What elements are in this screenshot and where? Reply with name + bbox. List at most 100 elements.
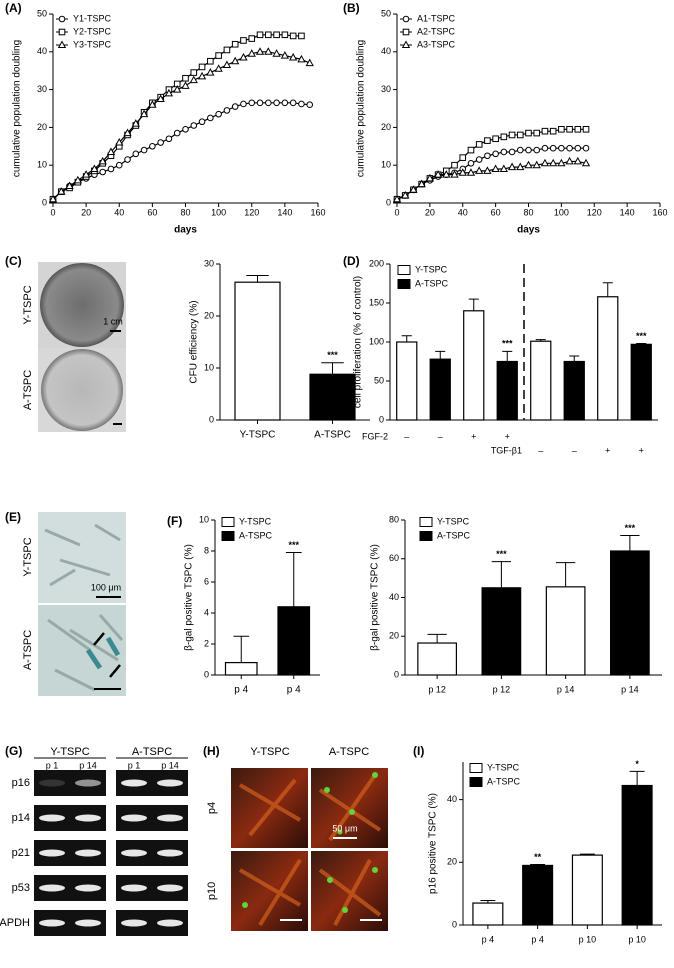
legend-label: Y-TSPC bbox=[487, 762, 520, 772]
row-label: A-TSPC bbox=[22, 370, 34, 410]
bar bbox=[496, 360, 518, 421]
marker bbox=[500, 133, 508, 141]
error-bar bbox=[629, 770, 645, 786]
marker bbox=[540, 158, 550, 167]
band bbox=[39, 884, 65, 892]
bar bbox=[630, 343, 652, 421]
marker bbox=[574, 144, 582, 152]
bar bbox=[224, 661, 258, 676]
x-tick-label: p 10 bbox=[628, 934, 646, 944]
treatment-sign: – bbox=[438, 431, 443, 441]
marker bbox=[139, 109, 149, 118]
x-tick-label: p 10 bbox=[579, 934, 597, 944]
error-bar bbox=[569, 355, 580, 362]
y-axis-label: cell proliferation (% of control) bbox=[353, 276, 364, 408]
marker bbox=[533, 129, 541, 137]
x-tick-label: 80 bbox=[180, 207, 190, 217]
panel-label: (H) bbox=[203, 744, 220, 758]
marker bbox=[189, 75, 198, 84]
marker bbox=[541, 144, 549, 152]
y-tick-label: 10 bbox=[204, 362, 214, 372]
marker bbox=[215, 110, 222, 118]
marker bbox=[131, 119, 140, 127]
bar bbox=[609, 550, 650, 676]
y-tick-label: 20 bbox=[389, 631, 399, 641]
bar bbox=[530, 340, 552, 421]
y-tick-label: 20 bbox=[204, 310, 214, 320]
significance: ** bbox=[534, 852, 542, 862]
marker bbox=[549, 158, 558, 167]
marker bbox=[409, 185, 418, 193]
plate bbox=[41, 349, 123, 431]
marker bbox=[222, 60, 232, 69]
marker bbox=[214, 64, 223, 72]
gene-label: GAPDH bbox=[0, 917, 30, 929]
marker bbox=[231, 40, 239, 48]
y-axis-label: CFU efficiency (%) bbox=[189, 300, 200, 383]
legend-label: Y-TSPC bbox=[239, 516, 272, 526]
marker bbox=[525, 146, 532, 154]
marker bbox=[197, 71, 207, 80]
significance: *** bbox=[288, 540, 299, 550]
marker bbox=[281, 99, 289, 107]
marker bbox=[90, 164, 99, 172]
legend-label: A-TSPC bbox=[437, 530, 471, 540]
y-tick-label: 50 bbox=[381, 8, 391, 18]
series-line bbox=[52, 51, 310, 200]
x-tick-label: 40 bbox=[458, 207, 468, 217]
marker bbox=[541, 127, 549, 135]
marker bbox=[289, 52, 298, 61]
legend-label: Y-TSPC bbox=[415, 264, 448, 274]
series-line bbox=[396, 128, 587, 200]
x-tick-label: p 12 bbox=[493, 684, 511, 694]
x-tick-label: 120 bbox=[244, 207, 259, 217]
scale-label: 1 cm bbox=[103, 316, 123, 326]
marker bbox=[581, 158, 591, 167]
legend-label: Y-TSPC bbox=[437, 516, 470, 526]
marker bbox=[566, 125, 573, 133]
marker bbox=[442, 170, 451, 178]
band bbox=[75, 779, 101, 787]
y-tick-label: 50 bbox=[374, 375, 384, 385]
marker bbox=[492, 135, 499, 143]
band bbox=[157, 814, 183, 822]
error-bar bbox=[233, 635, 250, 663]
legend-marker bbox=[57, 40, 67, 48]
y-axis-label: β-gal positive TSPC (%) bbox=[184, 544, 195, 651]
y-tick-label: 20 bbox=[37, 122, 47, 132]
x-tick-label: p 4 bbox=[287, 685, 301, 696]
marker bbox=[164, 88, 174, 97]
y-tick-label: 8 bbox=[204, 545, 209, 555]
legend-label: A1-TSPC bbox=[417, 13, 456, 23]
marker bbox=[156, 94, 165, 103]
x-tick-label: 20 bbox=[81, 207, 91, 217]
error-bar bbox=[555, 562, 576, 587]
marker bbox=[500, 148, 508, 156]
panel-label: (D) bbox=[343, 254, 360, 268]
legend-swatch bbox=[469, 763, 483, 773]
marker bbox=[240, 37, 247, 44]
marker bbox=[549, 127, 557, 135]
legend-marker bbox=[58, 15, 66, 23]
error-bar bbox=[427, 633, 447, 644]
y-tick-label: 10 bbox=[37, 160, 47, 170]
panel-label: (C) bbox=[5, 254, 22, 268]
bar bbox=[621, 784, 653, 926]
marker bbox=[475, 141, 483, 148]
row-label: A-TSPC bbox=[22, 630, 34, 670]
marker bbox=[182, 74, 189, 82]
legend-label: A-TSPC bbox=[415, 278, 449, 288]
marker bbox=[157, 139, 164, 146]
marker bbox=[106, 147, 116, 155]
marker bbox=[206, 68, 215, 76]
photo bbox=[231, 768, 308, 848]
marker bbox=[582, 125, 590, 133]
bar bbox=[309, 373, 356, 421]
error-bar bbox=[321, 362, 344, 375]
marker bbox=[483, 166, 492, 174]
marker bbox=[508, 148, 516, 156]
marker bbox=[248, 99, 256, 107]
marker bbox=[516, 131, 524, 139]
arrow bbox=[93, 632, 121, 678]
treatment-label: FGF-2 bbox=[362, 431, 388, 441]
